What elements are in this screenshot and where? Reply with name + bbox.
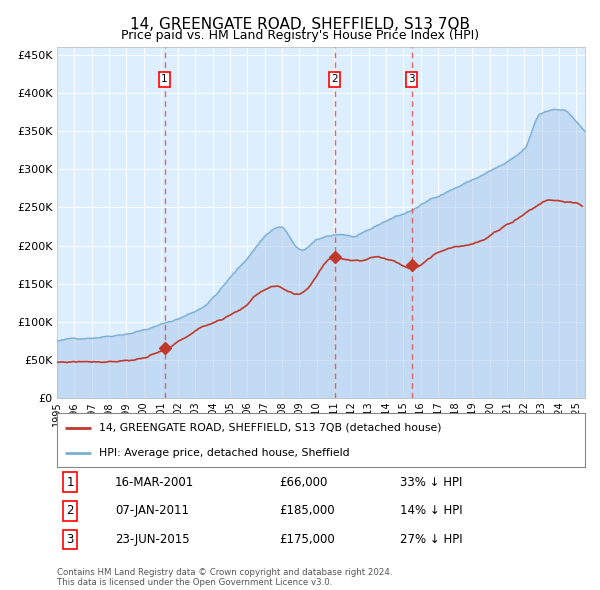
Text: 07-JAN-2011: 07-JAN-2011 xyxy=(115,504,189,517)
Text: 33% ↓ HPI: 33% ↓ HPI xyxy=(400,476,463,489)
Text: £66,000: £66,000 xyxy=(279,476,327,489)
Text: 14, GREENGATE ROAD, SHEFFIELD, S13 7QB: 14, GREENGATE ROAD, SHEFFIELD, S13 7QB xyxy=(130,17,470,31)
Text: 14, GREENGATE ROAD, SHEFFIELD, S13 7QB (detached house): 14, GREENGATE ROAD, SHEFFIELD, S13 7QB (… xyxy=(99,422,442,432)
Text: 1: 1 xyxy=(67,476,74,489)
Text: 2: 2 xyxy=(331,74,338,84)
Text: 1: 1 xyxy=(161,74,168,84)
Text: Contains HM Land Registry data © Crown copyright and database right 2024.
This d: Contains HM Land Registry data © Crown c… xyxy=(57,568,392,587)
Text: 2: 2 xyxy=(67,504,74,517)
Text: 23-JUN-2015: 23-JUN-2015 xyxy=(115,533,190,546)
Text: 27% ↓ HPI: 27% ↓ HPI xyxy=(400,533,463,546)
Text: HPI: Average price, detached house, Sheffield: HPI: Average price, detached house, Shef… xyxy=(99,448,350,458)
Text: £185,000: £185,000 xyxy=(279,504,334,517)
Text: 14% ↓ HPI: 14% ↓ HPI xyxy=(400,504,463,517)
Text: 3: 3 xyxy=(408,74,415,84)
Text: 3: 3 xyxy=(67,533,74,546)
Text: £175,000: £175,000 xyxy=(279,533,335,546)
Text: 16-MAR-2001: 16-MAR-2001 xyxy=(115,476,194,489)
Text: Price paid vs. HM Land Registry's House Price Index (HPI): Price paid vs. HM Land Registry's House … xyxy=(121,30,479,42)
